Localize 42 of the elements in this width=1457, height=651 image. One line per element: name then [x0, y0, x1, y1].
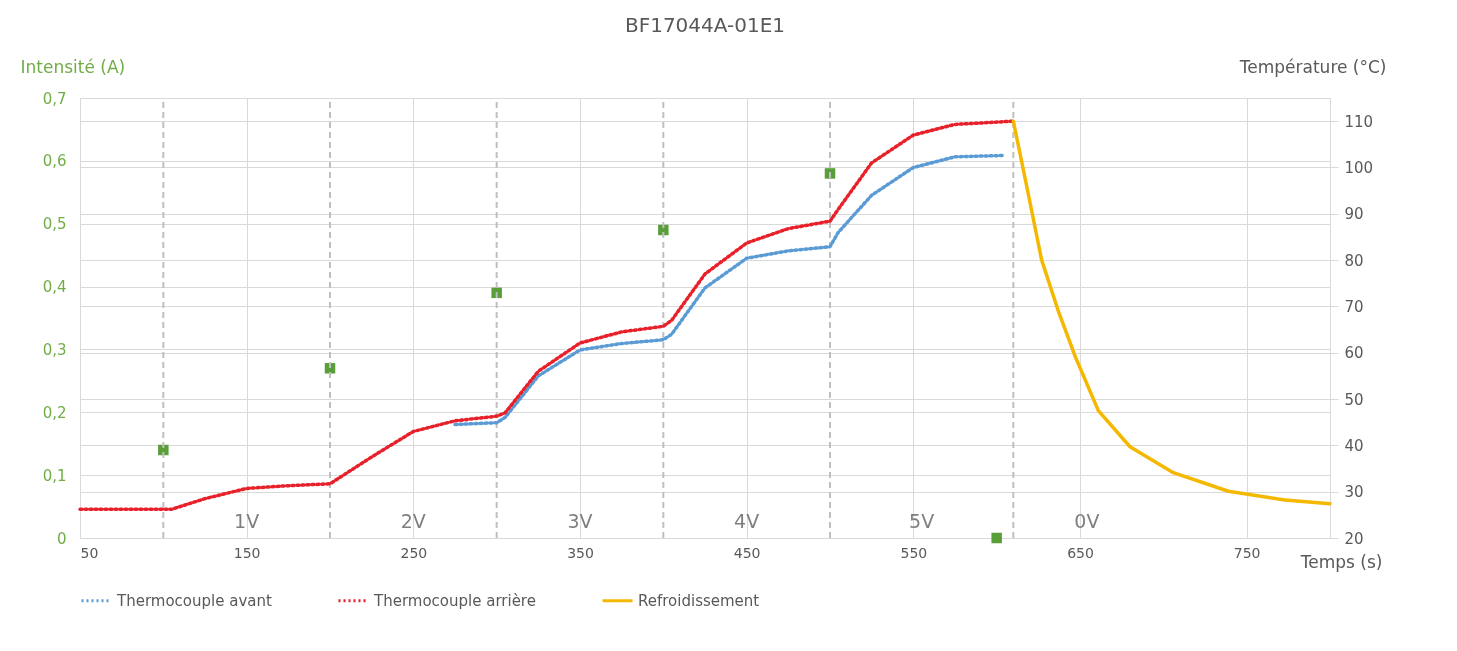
y2-tick-label: 80: [1344, 251, 1364, 270]
x-tick-label: 50: [80, 544, 99, 561]
legend-label: Thermocouple arrière: [373, 591, 536, 610]
y2-tick-label: 110: [1344, 112, 1374, 131]
y-tick-label: 0,3: [42, 340, 67, 359]
y-tick-label: 0,7: [42, 89, 67, 108]
y-tick-label: 0,2: [42, 403, 67, 422]
y2-tick-label: 70: [1344, 297, 1364, 316]
legend-label: Refroidissement: [638, 591, 760, 610]
chart-title: BF17044A-01E1: [624, 13, 786, 37]
y-tick-label: 0,4: [42, 278, 67, 297]
y2-tick-label: 100: [1344, 158, 1374, 177]
annotation: 1V: [234, 510, 260, 532]
line-series: [453, 153, 1007, 427]
line-series: [1011, 119, 1332, 506]
x-tick-label: 250: [400, 544, 428, 561]
x-tick-label: 550: [900, 544, 928, 561]
annotation: 3V: [567, 510, 593, 532]
y2-tick-label: 30: [1344, 483, 1364, 502]
y-tick-label: 0,6: [42, 152, 67, 171]
point: [991, 532, 1002, 544]
x-axis-title: Temps (s): [1299, 551, 1383, 572]
annotation: 4V: [734, 510, 760, 532]
x-tick-label: 150: [233, 544, 261, 561]
y2-tick-label: 40: [1344, 436, 1364, 455]
y2-tick-label: 60: [1344, 344, 1364, 363]
y-tick-label: 0,5: [42, 215, 67, 234]
annotation: 5V: [909, 510, 935, 532]
y-tick-label: 0,1: [42, 466, 67, 485]
x-tick-label: 350: [567, 544, 594, 561]
x-tick-label: 450: [733, 544, 761, 561]
y2-tick-label: 20: [1344, 529, 1364, 548]
y2-tick-label: 50: [1344, 390, 1364, 409]
y2-axis-title: Température (°C): [1238, 56, 1387, 77]
y-axis-title: Intensité (A): [20, 56, 126, 77]
legend-label: Thermocouple avant: [116, 591, 272, 610]
x-tick-label: 650: [1067, 544, 1094, 561]
x-tick-label: 750: [1233, 544, 1261, 561]
annotation: 0V: [1074, 510, 1100, 532]
y-tick-label: 0: [56, 529, 67, 548]
y2-tick-label: 90: [1344, 205, 1364, 224]
annotation: 2V: [400, 510, 426, 532]
